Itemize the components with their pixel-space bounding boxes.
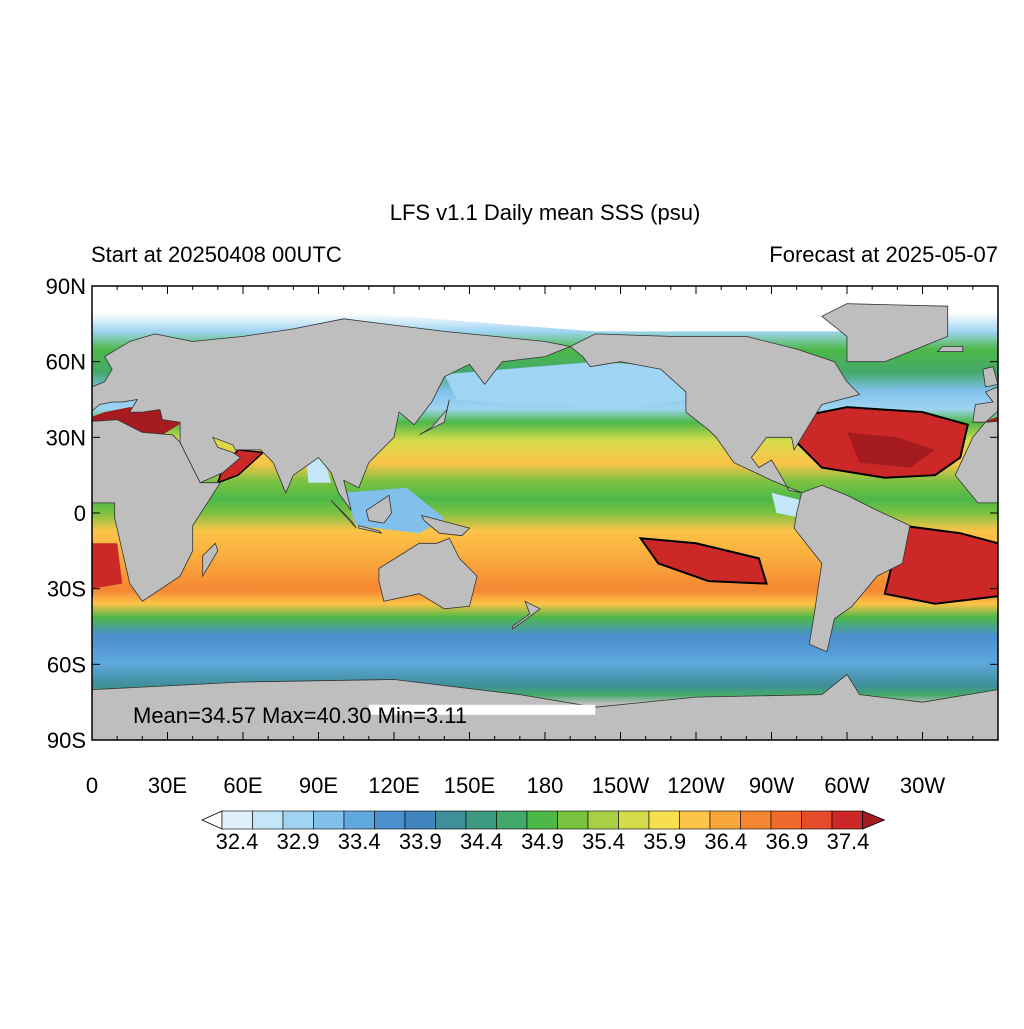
title: LFS v1.1 Daily mean SSS (psu): [390, 200, 701, 225]
ice-shelf: [368, 704, 596, 715]
colorbar-box: [587, 810, 619, 830]
lon-tick-label: 150E: [444, 773, 495, 798]
land: [511, 600, 541, 630]
salty-patch: [638, 537, 768, 585]
colorbar-box: [770, 810, 802, 830]
colorbar-box: [404, 810, 436, 830]
colorbar-box: [618, 810, 650, 830]
colorbar: 32.4 32.9 33.4 33.9 34.4 34.9 35.4 35.9 36.4 36.9…: [201, 810, 886, 854]
colorbar-label: 36.4: [704, 829, 747, 854]
colorbar-label: 36.9: [765, 829, 808, 854]
land: [202, 542, 219, 578]
land: [821, 303, 949, 363]
colorbar-box: [374, 810, 406, 830]
land: [0, 304, 42, 362]
salty-core: [847, 432, 936, 468]
land: [418, 399, 450, 436]
colorbar-box: [801, 810, 833, 830]
land: [92, 318, 572, 511]
lat-tick-label: 90S: [47, 728, 86, 753]
colorbar-box: [313, 810, 345, 830]
land: [92, 419, 222, 602]
land: [793, 484, 911, 653]
colorbar-label: 37.4: [827, 829, 870, 854]
colorbar-box: [252, 810, 284, 830]
lat-tick-label: 0: [74, 501, 86, 526]
sea-ice: [92, 298, 998, 332]
lon-tick-label: 0: [86, 773, 98, 798]
fresh-patch: [444, 361, 691, 408]
left-subtitle: Start at 20250408 00UTC: [91, 242, 342, 267]
right-subtitle: Forecast at 2025-05-07: [769, 242, 998, 267]
salty-patch: [998, 543, 1024, 588]
land: [997, 689, 998, 740]
colorbar-box: [526, 810, 558, 830]
fresh-patch: [343, 487, 445, 534]
colorbar-label: 33.9: [399, 829, 442, 854]
lon-tick-label: 60W: [824, 773, 869, 798]
stats-annotation: Mean=34.57 Max=40.30 Min=3.11: [133, 703, 467, 728]
fresh-patch: [771, 492, 802, 518]
lon-tick-label: 90W: [749, 773, 794, 798]
lon-tick-label: 30W: [900, 773, 945, 798]
lat-tick-label: 30N: [46, 425, 86, 450]
colorbar-label: 35.9: [643, 829, 686, 854]
land: [569, 333, 861, 494]
colorbar-label: 34.4: [460, 829, 503, 854]
land: [358, 525, 383, 534]
land: [330, 500, 357, 529]
colorbar-box: [740, 810, 772, 830]
colorbar-box: [831, 810, 863, 830]
lon-tick-label: 120W: [667, 773, 725, 798]
colorbar-label: 32.9: [277, 829, 320, 854]
lat-tick-label: 60S: [47, 652, 86, 677]
lat-tick-label: 90N: [46, 274, 86, 299]
lon-tick-label: 180: [527, 773, 564, 798]
colorbar-box: [679, 810, 711, 830]
colorbar-box: [557, 810, 589, 830]
colorbar-box: [709, 810, 741, 830]
colorbar-box: [282, 810, 314, 830]
land: [378, 537, 478, 610]
salty-core: [0, 432, 29, 467]
colorbar-box: [343, 810, 375, 830]
lon-tick-label: 150W: [592, 773, 650, 798]
colorbar-box: [465, 810, 497, 830]
land: [972, 386, 998, 423]
land: [365, 494, 392, 524]
sea-ice: [998, 286, 1024, 331]
land: [936, 346, 964, 352]
lat-tick-label: 60N: [46, 350, 86, 375]
colorbar-end: [201, 810, 223, 830]
lon-tick-label: 90E: [299, 773, 338, 798]
land: [982, 366, 998, 388]
colorbar-label: 32.4: [216, 829, 259, 854]
lon-tick-label: 30E: [148, 773, 187, 798]
colorbar-box: [435, 810, 467, 830]
salty-patch: [92, 543, 123, 589]
lat-tick-label: 30S: [47, 577, 86, 602]
colorbar-box: [221, 810, 253, 830]
lon-tick-label: 120E: [368, 773, 419, 798]
colorbar-box: [648, 810, 680, 830]
map-area: [0, 286, 1024, 740]
colorbar-label: 34.9: [521, 829, 564, 854]
land: [420, 514, 471, 537]
colorbar-end: [862, 810, 886, 830]
land: [954, 420, 998, 504]
land: [0, 485, 4, 651]
colorbar-box: [496, 810, 528, 830]
lon-tick-label: 60E: [223, 773, 262, 798]
colorbar-label: 35.4: [582, 829, 625, 854]
colorbar-label: 33.4: [338, 829, 381, 854]
